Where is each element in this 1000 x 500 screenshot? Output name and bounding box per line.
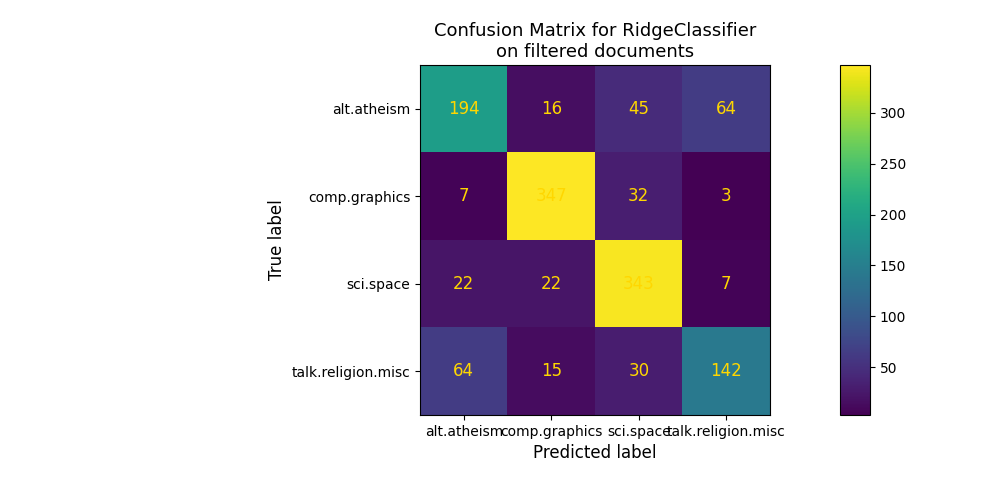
- Text: 194: 194: [448, 100, 480, 117]
- Text: 7: 7: [721, 275, 732, 292]
- Text: 3: 3: [721, 187, 732, 205]
- Text: 7: 7: [458, 187, 469, 205]
- Y-axis label: True label: True label: [268, 200, 286, 280]
- Text: 22: 22: [541, 275, 562, 292]
- Text: 343: 343: [623, 275, 655, 292]
- Text: 142: 142: [710, 362, 742, 380]
- Text: 45: 45: [628, 100, 649, 117]
- Text: 64: 64: [716, 100, 737, 117]
- Title: Confusion Matrix for RidgeClassifier
on filtered documents: Confusion Matrix for RidgeClassifier on …: [434, 22, 756, 60]
- Text: 16: 16: [541, 100, 562, 117]
- Text: 22: 22: [453, 275, 474, 292]
- Text: 15: 15: [541, 362, 562, 380]
- Text: 64: 64: [453, 362, 474, 380]
- Text: 347: 347: [535, 187, 567, 205]
- Text: 32: 32: [628, 187, 649, 205]
- Text: 30: 30: [628, 362, 649, 380]
- X-axis label: Predicted label: Predicted label: [533, 444, 657, 462]
